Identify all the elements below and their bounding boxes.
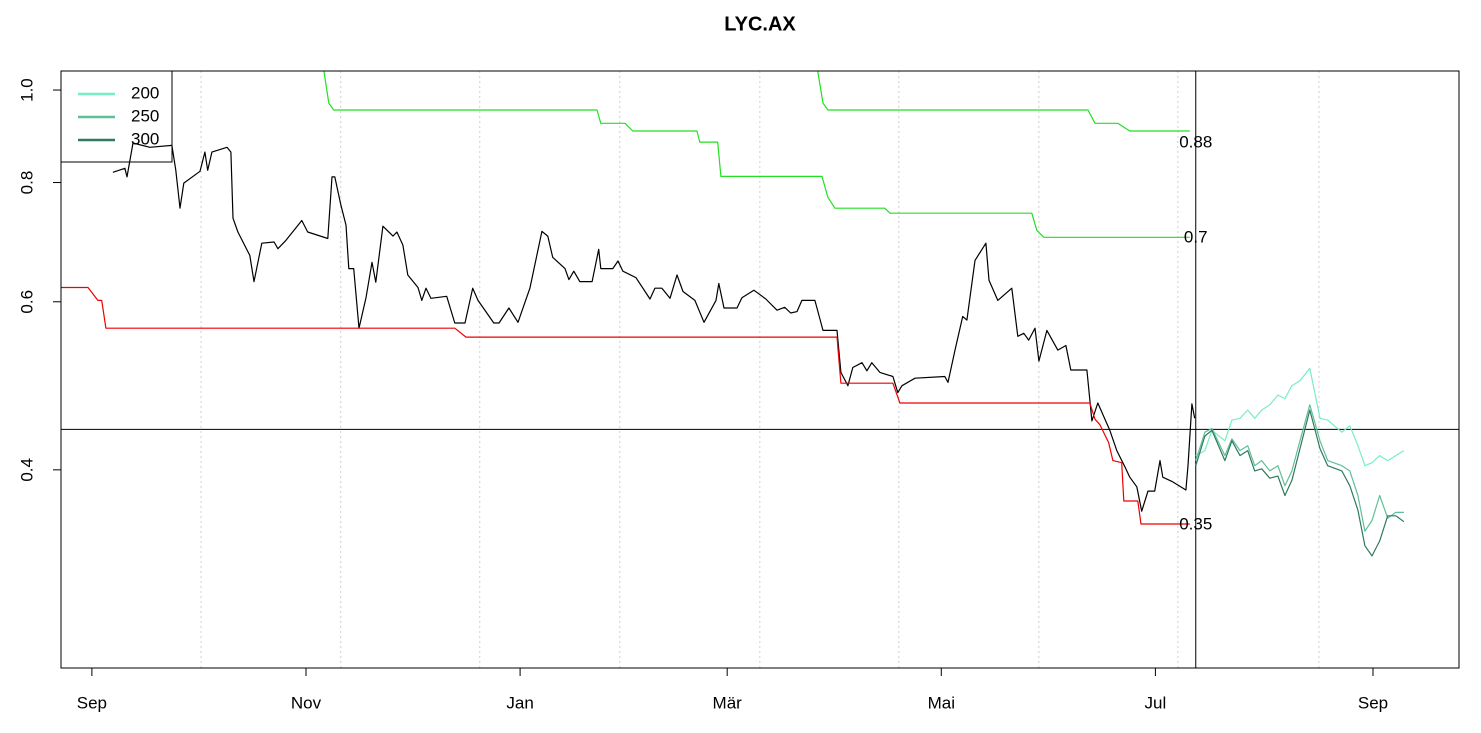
series-line [1195, 404, 1404, 532]
x-tick-label: Jul [1145, 693, 1167, 712]
series-line [323, 71, 1190, 238]
y-tick-label: 0.8 [17, 171, 36, 195]
series-line [112, 142, 1196, 512]
line-end-label: 0.88 [1179, 133, 1212, 152]
line-end-label: 0.35 [1179, 515, 1212, 534]
x-tick-label: Jan [506, 693, 533, 712]
x-tick-label: Mai [928, 693, 955, 712]
y-tick-label: 1.0 [17, 78, 36, 102]
chart-title: LYC.AX [724, 13, 796, 35]
series-line [1195, 367, 1405, 467]
plot-frame [60, 70, 1460, 669]
legend-label: 250 [131, 106, 159, 125]
line-end-label: 0.7 [1184, 227, 1208, 246]
y-tick-label: 0.4 [17, 458, 36, 482]
series-line [1195, 409, 1405, 557]
series-line [817, 71, 1190, 132]
y-tick-label: 0.6 [17, 290, 36, 314]
legend-label: 300 [131, 129, 159, 148]
legend-box [60, 70, 173, 163]
plot-area [61, 71, 1459, 668]
x-tick-label: Nov [291, 693, 322, 712]
x-tick-label: Sep [1358, 693, 1388, 712]
x-tick-label: Sep [77, 693, 107, 712]
series-line [61, 286, 1190, 525]
x-tick-label: Mär [713, 693, 743, 712]
legend-label: 200 [131, 83, 159, 102]
